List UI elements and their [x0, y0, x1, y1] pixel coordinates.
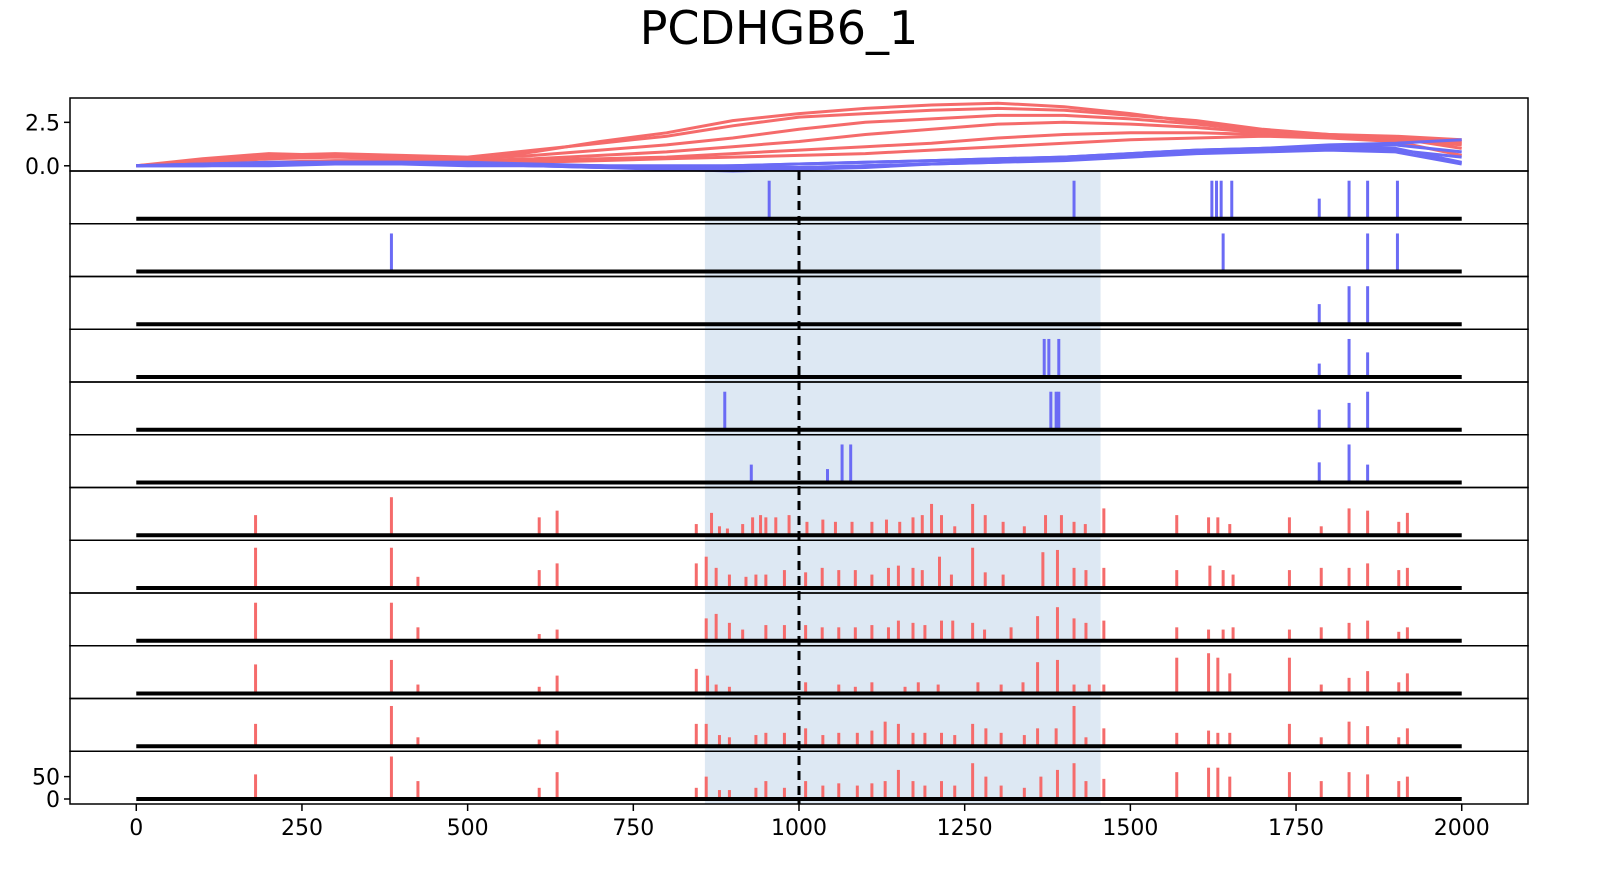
top-ytick-label: 0.0 — [25, 155, 60, 180]
top-series-line-10 — [136, 143, 1462, 170]
top-series-line-2 — [136, 113, 1462, 168]
xtick-label: 1750 — [1268, 816, 1324, 841]
xtick-label: 2000 — [1434, 816, 1490, 841]
top-ytick-label: 2.5 — [25, 111, 60, 136]
top-series-line-4 — [136, 131, 1462, 168]
bar-ytick-label: 50 — [32, 766, 60, 791]
xtick-label: 1000 — [771, 816, 827, 841]
top-series-line-3 — [136, 120, 1462, 168]
xtick-label: 1500 — [1102, 816, 1158, 841]
xtick-label: 0 — [129, 816, 143, 841]
chart-title: PCDHGB6_1 — [640, 1, 919, 55]
bar-ytick-label: 0 — [46, 788, 60, 813]
top-series-line-1 — [136, 106, 1462, 168]
xtick-label: 750 — [612, 816, 654, 841]
xtick-label: 250 — [281, 816, 323, 841]
xtick-label: 500 — [447, 816, 489, 841]
xtick-label: 1250 — [937, 816, 993, 841]
